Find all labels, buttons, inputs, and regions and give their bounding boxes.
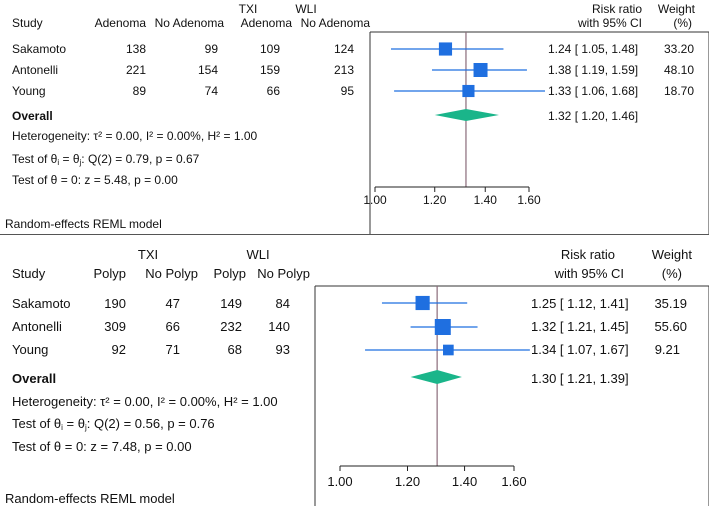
- study-marker: [438, 42, 453, 56]
- x-tick-label: 1.40: [474, 193, 498, 207]
- study-marker: [443, 344, 454, 356]
- group-label-wli: WLI: [246, 247, 270, 262]
- cell-wli-nonevent: 93: [275, 342, 290, 357]
- group-label-txi: TXI: [238, 2, 258, 16]
- cell-wli-event: 68: [227, 342, 242, 357]
- header-effect-1: Risk ratio: [591, 2, 642, 16]
- x-tick-label: 1.00: [327, 474, 352, 489]
- forest-plot-area: 1.00 1.20 1.40 1.60: [363, 31, 709, 234]
- study-name: Sakamoto: [12, 42, 67, 56]
- study-marker: [473, 63, 488, 77]
- study-name: Young: [12, 342, 49, 357]
- cell-txi-nonevent: 66: [165, 319, 180, 334]
- header-effect-2: with 95% CI: [554, 266, 624, 281]
- cell-ci: 1.33 [ 1.06, 1.68]: [548, 84, 639, 98]
- group-label-wli: WLI: [295, 2, 317, 16]
- study-name: Antonelli: [12, 319, 62, 334]
- cell-weight: 55.60: [654, 319, 687, 334]
- cell-txi-event: 309: [104, 319, 126, 334]
- overall-ci: 1.32 [ 1.20, 1.46]: [548, 109, 639, 123]
- cell-weight: 33.20: [663, 42, 694, 56]
- cell-wli-nonevent: 213: [333, 63, 354, 77]
- header-study: Study: [12, 16, 43, 30]
- cell-weight: 18.70: [663, 84, 694, 98]
- header-study: Study: [12, 266, 46, 281]
- header-weight-1: Weight: [657, 2, 695, 16]
- x-tick-label: 1.40: [452, 474, 477, 489]
- header-effect-2: with 95% CI: [577, 16, 642, 30]
- header-wli-event: Polyp: [213, 266, 246, 281]
- x-tick-label: 1.60: [501, 474, 526, 489]
- cell-txi-nonevent: 71: [165, 342, 180, 357]
- cell-ci: 1.32 [ 1.21, 1.45]: [531, 319, 629, 334]
- cell-txi-event: 190: [104, 296, 126, 311]
- x-tick-label: 1.00: [363, 193, 387, 207]
- cell-weight: 9.21: [654, 342, 680, 357]
- forest-plot-polyp: TXI WLI Study Polyp No Polyp Polyp No Po…: [0, 236, 709, 506]
- overall-diamond: [410, 370, 462, 384]
- cell-txi-event: 89: [132, 84, 146, 98]
- model-note: Random-effects REML model: [5, 491, 175, 506]
- x-tick-label: 1.60: [517, 193, 541, 207]
- study-name: Antonelli: [12, 63, 59, 77]
- cell-txi-nonevent: 99: [204, 42, 218, 56]
- header-wli-nonevent: No Polyp: [257, 266, 310, 281]
- cell-txi-nonevent: 47: [165, 296, 180, 311]
- forest-plot-area: 1.00 1.20 1.40 1.60: [314, 285, 709, 506]
- model-note: Random-effects REML model: [5, 217, 162, 231]
- header-effect-1: Risk ratio: [560, 247, 615, 262]
- test-theta-equal: Test of θi = θj: Q(2) = 0.56, p = 0.76: [12, 416, 215, 432]
- header-wli-nonevent: No Adenoma: [300, 16, 370, 30]
- cell-wli-nonevent: 95: [340, 84, 354, 98]
- cell-wli-event: 66: [266, 84, 280, 98]
- header-weight-2: (%): [673, 16, 692, 30]
- x-tick-label: 1.20: [395, 474, 420, 489]
- cell-txi-nonevent: 154: [197, 63, 218, 77]
- test-theta-zero: Test of θ = 0: z = 7.48, p = 0.00: [12, 439, 192, 454]
- group-label-txi: TXI: [137, 247, 159, 262]
- cell-weight: 48.10: [663, 63, 694, 77]
- header-wli-event: Adenoma: [240, 16, 292, 30]
- cell-wli-event: 149: [220, 296, 242, 311]
- cell-wli-nonevent: 124: [333, 42, 354, 56]
- cell-wli-nonevent: 140: [268, 319, 290, 334]
- overall-ci: 1.30 [ 1.21, 1.39]: [531, 371, 629, 386]
- heterogeneity-stat: Heterogeneity: τ² = 0.00, I² = 0.00%, H²…: [12, 129, 258, 143]
- cell-wli-event: 232: [220, 319, 242, 334]
- overall-label: Overall: [12, 109, 53, 123]
- cell-wli-event: 159: [259, 63, 280, 77]
- cell-txi-event: 92: [111, 342, 126, 357]
- cell-txi-event: 138: [125, 42, 146, 56]
- panel-divider: [0, 234, 709, 235]
- study-marker: [434, 319, 451, 335]
- cell-txi-event: 221: [125, 63, 146, 77]
- header-txi-event: Polyp: [93, 266, 126, 281]
- cell-txi-nonevent: 74: [204, 84, 218, 98]
- cell-weight: 35.19: [654, 296, 687, 311]
- study-name: Young: [12, 84, 46, 98]
- cell-ci: 1.38 [ 1.19, 1.59]: [548, 63, 639, 77]
- heterogeneity-stat: Heterogeneity: τ² = 0.00, I² = 0.00%, H²…: [12, 394, 278, 409]
- overall-diamond: [434, 109, 499, 121]
- cell-ci: 1.24 [ 1.05, 1.48]: [548, 42, 639, 56]
- cell-wli-event: 109: [259, 42, 280, 56]
- test-theta-equal: Test of θi = θj: Q(2) = 0.79, p = 0.67: [12, 152, 200, 167]
- forest-plot-adenoma: TXI WLI Study Adenoma No Adenoma Adenoma…: [0, 0, 709, 234]
- cell-ci: 1.34 [ 1.07, 1.67]: [531, 342, 629, 357]
- overall-label: Overall: [12, 371, 57, 386]
- header-txi-event: Adenoma: [94, 16, 146, 30]
- cell-wli-nonevent: 84: [275, 296, 290, 311]
- cell-ci: 1.25 [ 1.12, 1.41]: [531, 296, 629, 311]
- header-txi-nonevent: No Adenoma: [154, 16, 224, 30]
- study-marker: [462, 84, 475, 98]
- header-weight-1: Weight: [651, 247, 692, 262]
- study-marker: [415, 295, 430, 311]
- study-name: Sakamoto: [12, 296, 71, 311]
- x-tick-label: 1.20: [423, 193, 447, 207]
- test-theta-zero: Test of θ = 0: z = 5.48, p = 0.00: [12, 173, 178, 187]
- header-txi-nonevent: No Polyp: [145, 266, 198, 281]
- header-weight-2: (%): [661, 266, 682, 281]
